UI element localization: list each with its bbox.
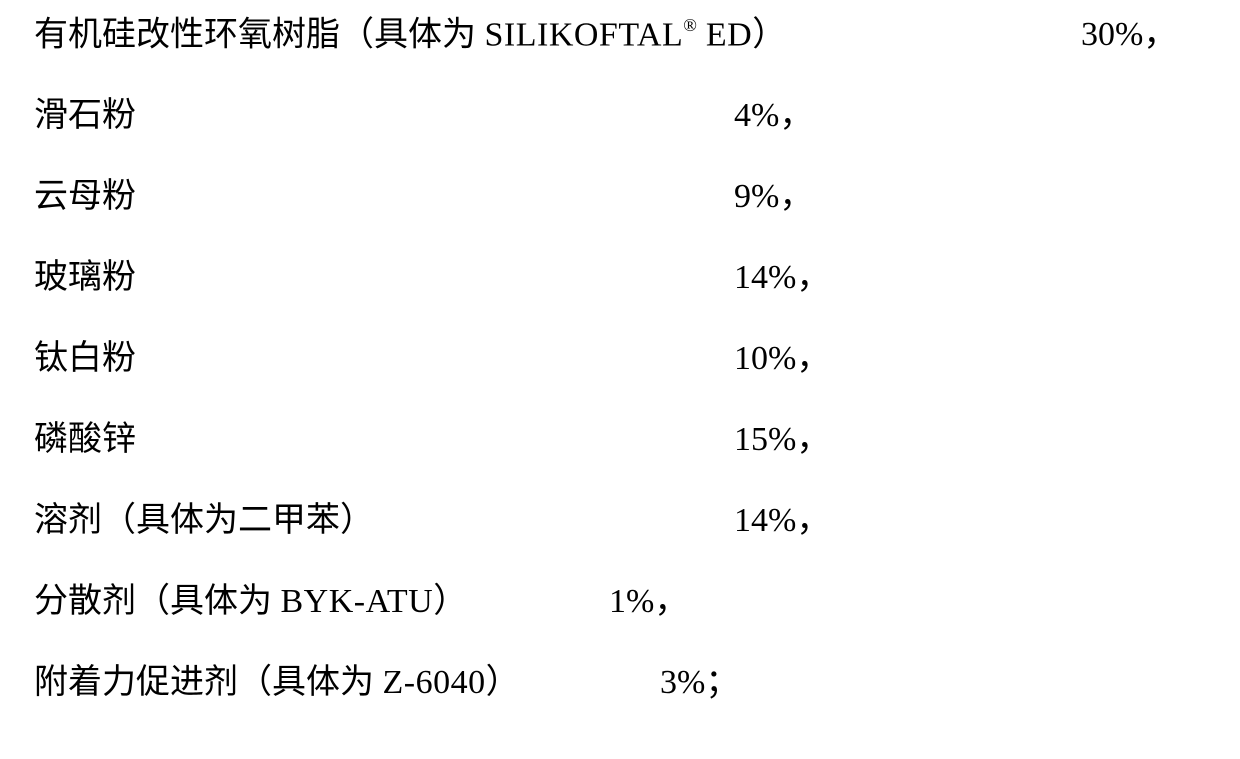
percent-value: 15%	[734, 421, 796, 458]
label-latin: BYK-ATU	[281, 583, 434, 620]
table-row: 玻璃粉 14%，	[34, 261, 1200, 295]
percent-value: 9%	[734, 178, 779, 215]
table-row: 钛白粉 10%，	[34, 342, 1200, 376]
tail-punct: ，	[779, 97, 813, 134]
label-text: ）	[486, 664, 520, 701]
ingredient-value: 9%，	[734, 180, 813, 214]
label-text: 附着力促进剂（具体为	[34, 664, 383, 701]
percent-value: 3%	[660, 664, 705, 701]
ingredient-value: 14%，	[734, 261, 830, 295]
label-latin: SILIKOFTAL	[485, 16, 684, 53]
percent-value: 14%	[734, 502, 796, 539]
ingredient-value: 15%，	[734, 423, 830, 457]
ingredient-label: 玻璃粉	[34, 261, 136, 295]
ingredient-label: 溶剂（具体为二甲苯）	[34, 504, 374, 538]
table-row: 分散剂（具体为 BYK-ATU） 1%，	[34, 585, 1200, 619]
ingredient-label: 分散剂（具体为 BYK-ATU）	[34, 585, 467, 619]
ingredient-value: 3%；	[660, 666, 739, 700]
registered-mark-icon: ®	[683, 15, 697, 35]
table-row: 附着力促进剂（具体为 Z-6040） 3%；	[34, 666, 1200, 700]
ingredient-value: 30%，	[1081, 18, 1177, 52]
ingredient-value: 1%，	[609, 585, 688, 619]
tail-punct: ，	[796, 421, 830, 458]
table-row: 溶剂（具体为二甲苯） 14%，	[34, 504, 1200, 538]
label-text: 有机硅改性环氧树脂（具体为	[34, 16, 485, 53]
tail-punct: ，	[1143, 16, 1177, 53]
table-row: 滑石粉 4%，	[34, 99, 1200, 133]
percent-value: 1%	[609, 583, 654, 620]
table-row: 有机硅改性环氧树脂（具体为 SILIKOFTAL® ED） 30%，	[34, 18, 1200, 52]
label-text: ）	[433, 583, 467, 620]
ingredient-label: 钛白粉	[34, 342, 136, 376]
ingredient-label: 云母粉	[34, 180, 136, 214]
percent-value: 4%	[734, 97, 779, 134]
label-latin: ED	[697, 16, 752, 53]
ingredient-label: 磷酸锌	[34, 423, 136, 457]
label-latin: Z-6040	[383, 664, 486, 701]
ingredient-label: 有机硅改性环氧树脂（具体为 SILIKOFTAL® ED）	[34, 18, 786, 52]
label-text: 分散剂（具体为	[34, 583, 281, 620]
label-text: ）	[752, 16, 786, 53]
tail-punct: ，	[796, 502, 830, 539]
ingredient-label: 附着力促进剂（具体为 Z-6040）	[34, 666, 520, 700]
composition-table: 有机硅改性环氧树脂（具体为 SILIKOFTAL® ED） 30%， 滑石粉 4…	[0, 0, 1240, 718]
percent-value: 14%	[734, 259, 796, 296]
ingredient-value: 14%，	[734, 504, 830, 538]
ingredient-label: 滑石粉	[34, 99, 136, 133]
tail-punct: ，	[796, 259, 830, 296]
tail-punct: ，	[796, 340, 830, 377]
percent-value: 30%	[1081, 16, 1143, 53]
percent-value: 10%	[734, 340, 796, 377]
table-row: 云母粉 9%，	[34, 180, 1200, 214]
table-row: 磷酸锌 15%，	[34, 423, 1200, 457]
tail-punct: ；	[705, 664, 739, 701]
tail-punct: ，	[654, 583, 688, 620]
ingredient-value: 10%，	[734, 342, 830, 376]
tail-punct: ，	[779, 178, 813, 215]
ingredient-value: 4%，	[734, 99, 813, 133]
